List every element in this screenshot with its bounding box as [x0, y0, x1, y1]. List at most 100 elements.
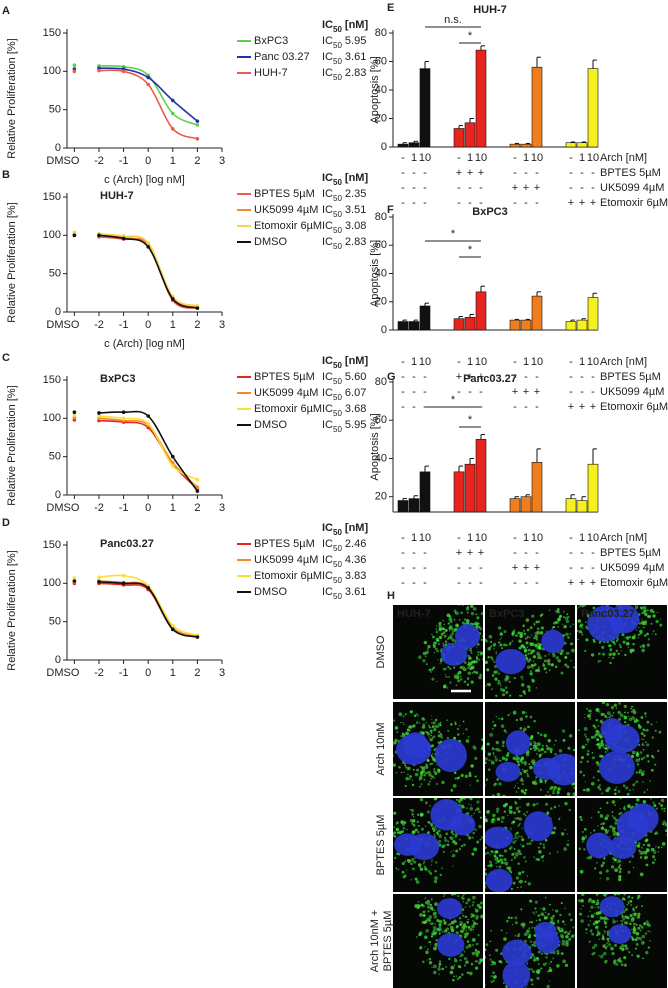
- mitochondria: [636, 954, 640, 958]
- mitochondria: [590, 816, 593, 819]
- mitochondria: [411, 812, 415, 816]
- micrograph: [577, 798, 667, 892]
- condition-cell: +: [478, 167, 484, 179]
- mitochondria: [478, 798, 480, 799]
- mitochondria: [476, 779, 479, 783]
- mitochondria: [628, 601, 630, 603]
- mitochondria: [626, 599, 628, 601]
- mitochondria: [536, 976, 540, 980]
- mitochondria: [449, 970, 454, 975]
- mitochondria: [599, 916, 603, 920]
- mitochondria: [537, 666, 541, 669]
- mitochondria: [612, 918, 615, 921]
- mitochondria: [470, 764, 474, 768]
- mitochondria: [635, 719, 637, 721]
- nucleus: [436, 932, 465, 957]
- mitochondria: [642, 941, 645, 944]
- mitochondria: [549, 747, 553, 752]
- mitochondria: [642, 770, 645, 773]
- mitochondria: [476, 922, 479, 925]
- mitochondria: [603, 599, 606, 602]
- mitochondria: [401, 822, 406, 827]
- mitochondria: [554, 665, 558, 669]
- mitochondria: [428, 770, 431, 774]
- ic50-prefix: IC: [322, 387, 333, 399]
- mitochondria: [606, 750, 609, 752]
- mitochondria: [611, 800, 616, 804]
- mitochondria: [425, 929, 429, 933]
- mitochondria: [561, 920, 565, 923]
- mitochondria: [487, 647, 491, 651]
- mitochondria: [389, 749, 392, 752]
- mitochondria: [463, 932, 467, 936]
- mitochondria: [637, 842, 641, 845]
- mitochondria: [438, 962, 442, 966]
- mitochondria: [568, 808, 571, 812]
- condition-cell: -: [412, 167, 416, 179]
- condition-cell: -: [569, 356, 573, 368]
- mitochondria: [616, 833, 618, 836]
- mitochondria: [462, 901, 464, 903]
- mitochondria: [447, 729, 450, 732]
- mitochondria: [481, 635, 483, 638]
- mitochondria: [461, 973, 464, 976]
- mitochondria: [447, 665, 450, 669]
- mitochondria: [540, 912, 545, 917]
- mitochondria: [458, 618, 461, 621]
- mitochondria: [423, 860, 426, 863]
- mitochondria: [539, 788, 542, 791]
- ic50-prefix: IC: [322, 355, 333, 367]
- x-tick-label: DMSO: [46, 502, 79, 514]
- mitochondria: [518, 880, 520, 883]
- mitochondria: [578, 847, 582, 851]
- mitochondria: [631, 603, 633, 605]
- mitochondria: [454, 641, 457, 644]
- mitochondria: [580, 894, 585, 896]
- mitochondria: [526, 665, 531, 669]
- condition-cell: -: [513, 547, 517, 559]
- mitochondria: [618, 702, 621, 705]
- x-tick-label: -2: [94, 667, 104, 679]
- mitochondria: [492, 979, 495, 982]
- mitochondria: [584, 649, 587, 652]
- mitochondria: [617, 638, 620, 640]
- mitochondria: [538, 748, 540, 750]
- mitochondria: [470, 962, 474, 966]
- mitochondria: [492, 751, 495, 754]
- legend-ic50: IC50 2.83: [322, 67, 366, 82]
- mitochondria: [530, 634, 532, 636]
- mitochondria: [608, 716, 611, 718]
- mitochondria: [534, 632, 536, 635]
- mitochondria: [499, 632, 502, 634]
- mitochondria: [554, 753, 557, 756]
- mitochondria: [414, 877, 418, 881]
- mitochondria: [415, 936, 418, 938]
- mitochondria: [524, 860, 527, 863]
- mitochondria: [492, 961, 497, 966]
- mitochondria: [650, 723, 653, 726]
- mitochondria: [424, 801, 428, 805]
- mitochondria: [493, 783, 496, 787]
- mitochondria: [619, 960, 623, 964]
- x-tick-label: DMSO: [46, 667, 79, 679]
- mitochondria: [545, 962, 548, 965]
- mitochondria: [430, 754, 433, 757]
- mitochondria: [476, 642, 480, 646]
- mitochondria: [620, 919, 622, 922]
- mitochondria: [571, 935, 575, 939]
- condition-cell: -: [423, 197, 427, 209]
- mitochondria: [400, 771, 403, 774]
- condition-label: Etomoxir 6µM: [600, 197, 668, 209]
- y-tick-label: 40: [375, 267, 387, 279]
- mitochondria: [412, 768, 415, 771]
- mitochondria: [558, 749, 563, 753]
- mitochondria: [567, 746, 571, 750]
- ic50-value: 2.83: [345, 236, 366, 248]
- mitochondria: [546, 984, 550, 988]
- mitochondria: [439, 873, 442, 877]
- mitochondria: [521, 870, 525, 874]
- mitochondria: [456, 727, 460, 731]
- mitochondria: [422, 659, 426, 663]
- mitochondria: [575, 650, 576, 651]
